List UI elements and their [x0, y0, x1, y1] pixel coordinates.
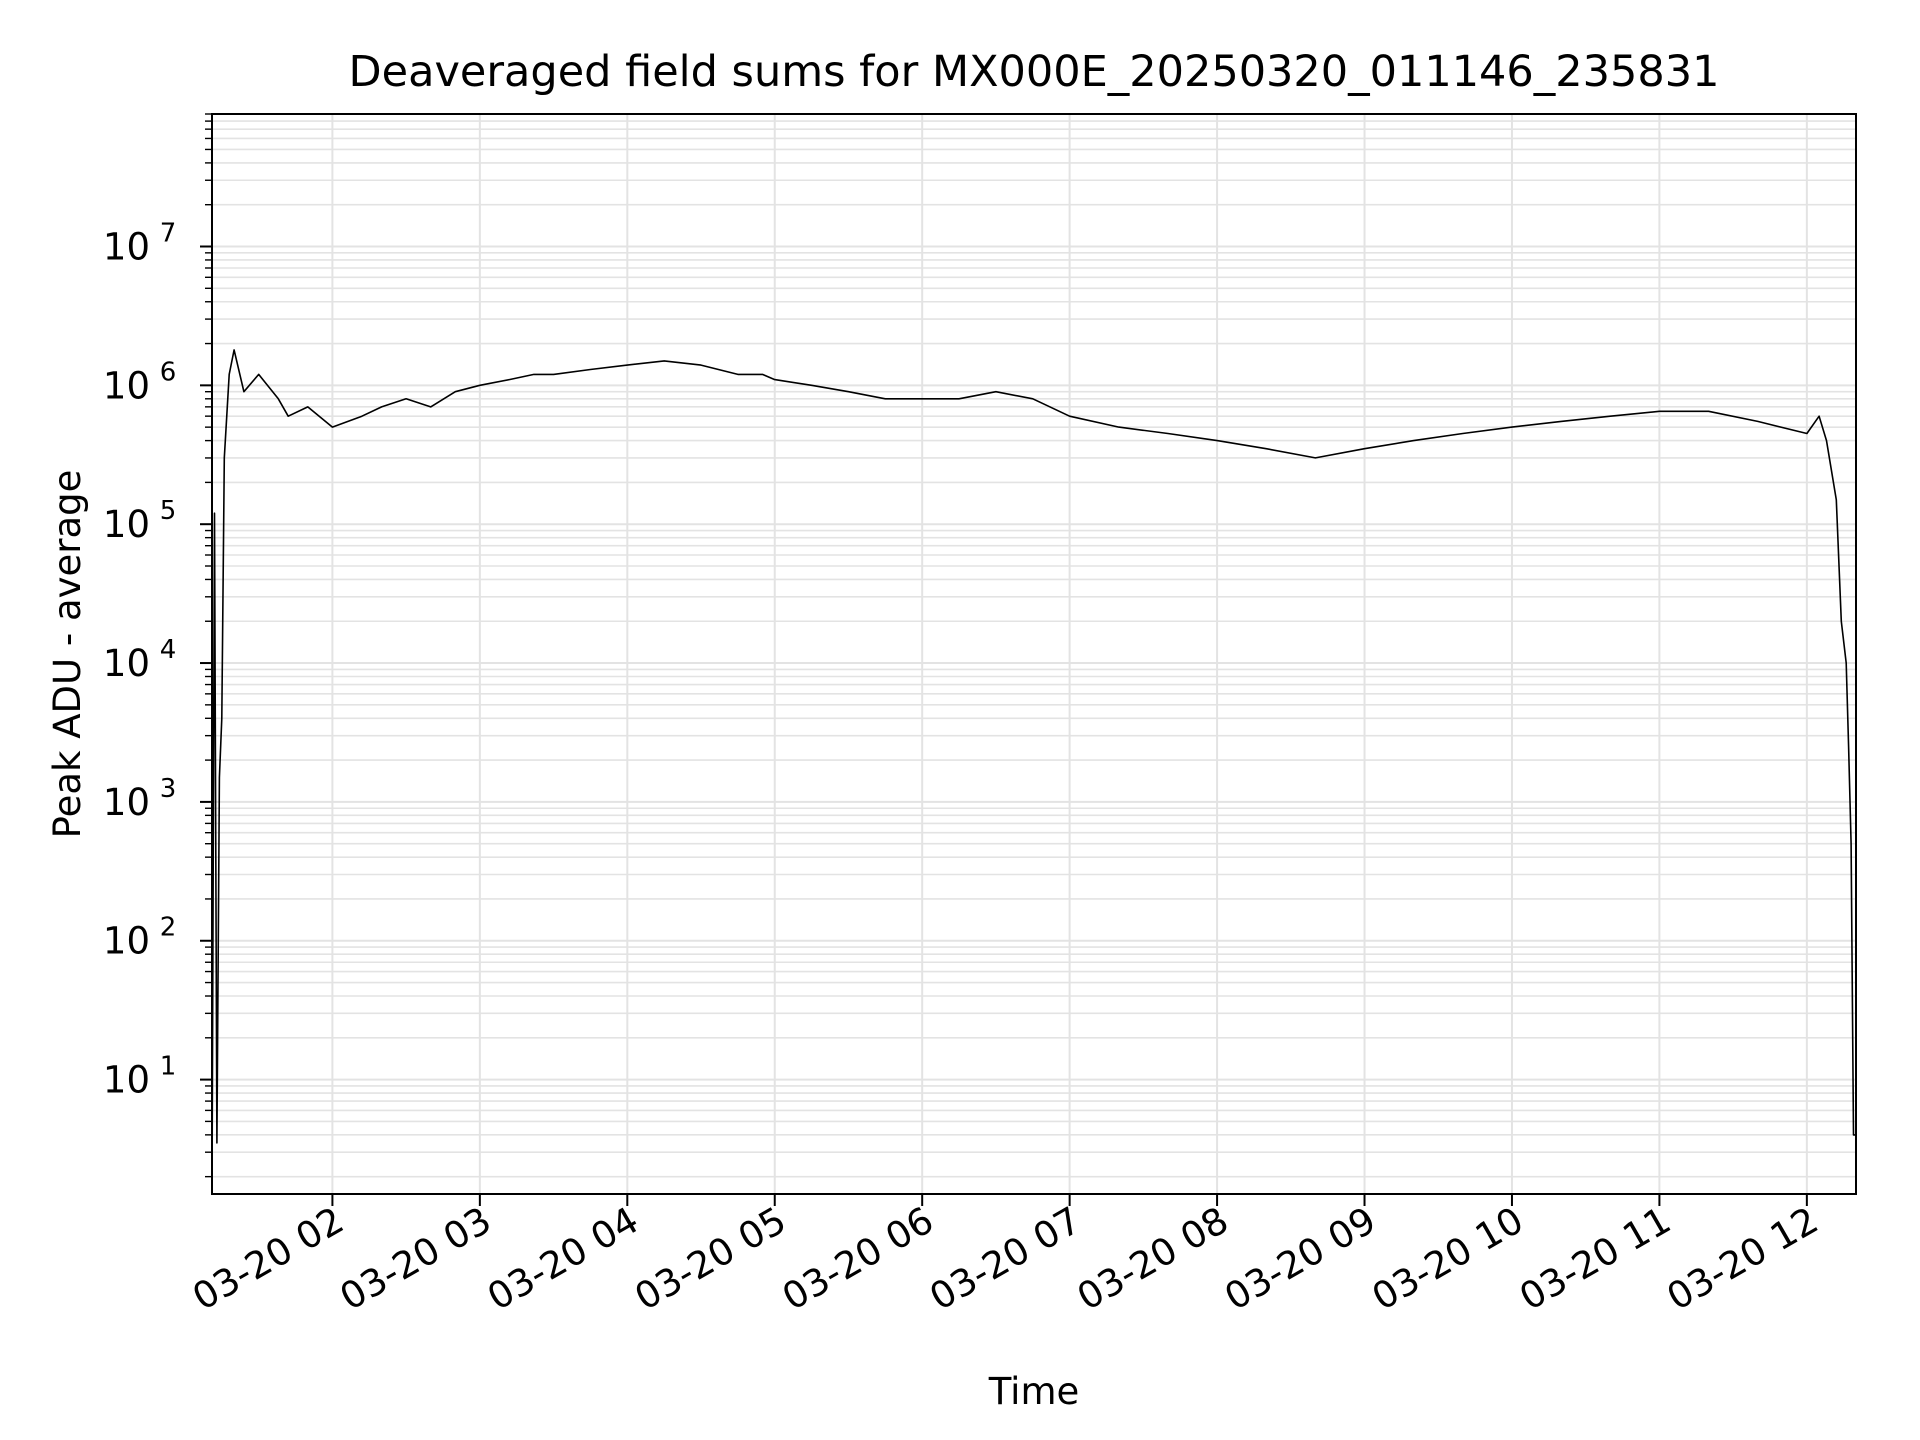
y-tick-label-base: 10	[103, 1059, 150, 1102]
y-tick-label: 10	[103, 920, 150, 963]
y-tick-label-exponent: 4	[160, 635, 177, 665]
x-tick-label: 03-20 06	[775, 1199, 941, 1319]
y-tick-label-exponent: 7	[160, 218, 177, 248]
series-line	[211, 349, 1856, 1195]
y-tick-label-base: 10	[103, 503, 150, 546]
y-tick-label: 10	[103, 642, 150, 685]
y-tick-label: 10	[103, 225, 150, 268]
y-tick-label-exponent: 3	[160, 774, 177, 804]
y-tick-label-base: 10	[103, 225, 150, 268]
y-tick-label: 10	[103, 503, 150, 546]
x-tick-label: 03-20 12	[1660, 1199, 1826, 1319]
y-tick-label-exponent: 2	[160, 913, 177, 943]
y-tick-label-exponent: 1	[160, 1052, 177, 1082]
x-tick-label: 03-20 11	[1512, 1199, 1678, 1319]
y-tick-label-base: 10	[103, 364, 150, 407]
x-tick-label: 03-20 02	[185, 1199, 351, 1319]
y-axis: 10 1 10 2 10 3 10 4 10 5 10 6 10 7	[103, 113, 212, 1178]
x-axis-label: Time	[988, 1370, 1080, 1413]
series-layer	[211, 349, 1856, 1195]
y-tick-label: 10	[103, 781, 150, 824]
chart-title: Deaveraged field sums for MX000E_2025032…	[349, 47, 1720, 97]
y-tick-label-exponent: 6	[160, 357, 177, 387]
x-tick-label: 03-20 08	[1070, 1199, 1236, 1319]
y-tick-label: 10	[103, 1059, 150, 1102]
x-tick-label: 03-20 07	[923, 1199, 1089, 1319]
y-tick-label: 10	[103, 364, 150, 407]
x-tick-label: 03-20 09	[1217, 1199, 1383, 1319]
plot-frame	[211, 113, 1857, 1195]
grid-lines	[212, 113, 1856, 1194]
y-axis-label: Peak ADU - average	[46, 470, 89, 839]
y-tick-label-base: 10	[103, 920, 150, 963]
y-tick-label-base: 10	[103, 642, 150, 685]
x-tick-label: 03-20 03	[333, 1199, 499, 1319]
x-tick-label: 03-20 05	[628, 1199, 794, 1319]
x-tick-label: 03-20 10	[1365, 1199, 1531, 1319]
y-tick-label-base: 10	[103, 781, 150, 824]
y-tick-label-exponent: 5	[160, 496, 177, 526]
x-tick-label: 03-20 04	[480, 1199, 646, 1319]
